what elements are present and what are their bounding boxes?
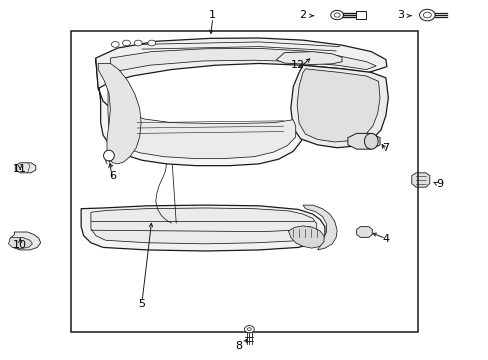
Polygon shape [303, 205, 336, 250]
Text: 5: 5 [138, 299, 145, 309]
Circle shape [111, 41, 119, 47]
Polygon shape [108, 65, 295, 158]
Polygon shape [276, 51, 341, 64]
Circle shape [134, 40, 142, 46]
Polygon shape [91, 208, 316, 244]
Polygon shape [356, 226, 371, 237]
Polygon shape [9, 232, 41, 250]
Polygon shape [96, 38, 386, 89]
Text: 9: 9 [435, 179, 442, 189]
Text: 6: 6 [109, 171, 116, 181]
Polygon shape [96, 58, 303, 166]
Bar [71, 31, 417, 332]
Polygon shape [98, 63, 141, 164]
Polygon shape [290, 65, 387, 148]
Circle shape [333, 13, 339, 17]
Circle shape [330, 10, 343, 20]
Circle shape [122, 40, 130, 46]
Text: 11: 11 [13, 164, 27, 174]
Circle shape [419, 9, 434, 21]
Polygon shape [411, 173, 429, 187]
Polygon shape [81, 205, 325, 251]
Ellipse shape [103, 150, 114, 161]
Text: 2: 2 [299, 10, 306, 20]
Polygon shape [297, 69, 379, 142]
Polygon shape [15, 163, 36, 173]
Text: 4: 4 [382, 234, 388, 244]
Text: 1: 1 [209, 10, 216, 20]
Circle shape [423, 12, 430, 18]
Polygon shape [8, 237, 32, 249]
Circle shape [247, 328, 251, 330]
Bar [355, 12, 366, 19]
Circle shape [148, 40, 156, 46]
Ellipse shape [364, 134, 377, 149]
Circle shape [244, 325, 254, 333]
Polygon shape [288, 226, 324, 248]
Polygon shape [110, 48, 375, 72]
Text: 3: 3 [396, 10, 403, 20]
Text: 12: 12 [290, 60, 305, 70]
Text: 10: 10 [13, 239, 27, 249]
Polygon shape [347, 134, 379, 149]
Text: 7: 7 [382, 143, 388, 153]
Text: 8: 8 [235, 341, 242, 351]
